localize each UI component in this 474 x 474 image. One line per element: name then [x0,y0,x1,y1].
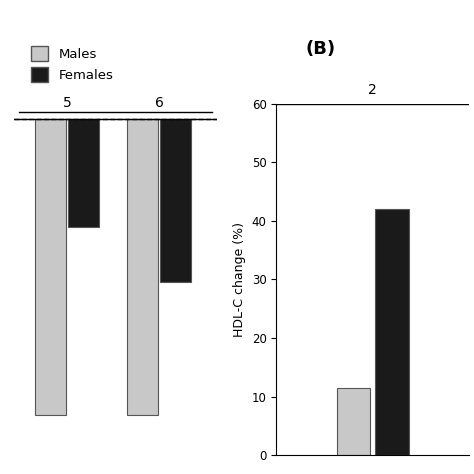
Y-axis label: HDL-C change (%): HDL-C change (%) [233,222,246,337]
Text: 2: 2 [368,83,377,97]
Bar [337,388,370,455]
Text: 5: 5 [63,97,72,110]
Text: 6: 6 [155,97,164,110]
Bar [127,118,158,416]
Bar [375,209,409,455]
Text: (B): (B) [305,40,335,58]
Bar [36,118,66,416]
Legend: Males, Females: Males, Females [31,46,114,82]
Bar [68,118,99,228]
Bar [160,118,191,282]
